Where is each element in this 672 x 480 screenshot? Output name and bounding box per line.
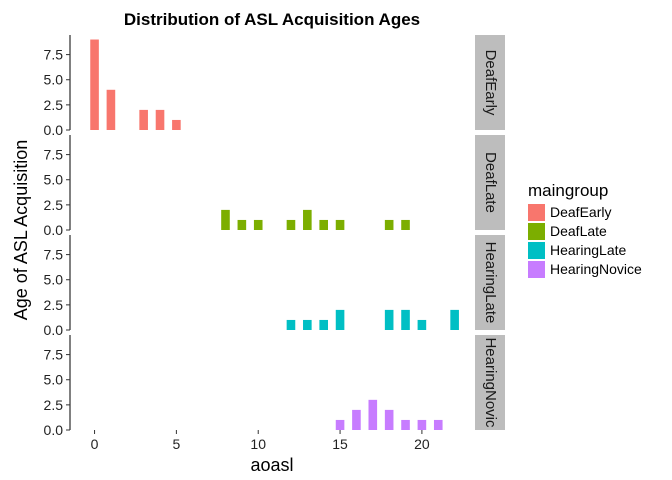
bar (335, 309, 345, 330)
facet-strip-label: DeafEarly (482, 50, 499, 116)
chart-title: Distribution of ASL Acquisition Ages (124, 10, 420, 29)
legend: maingroup DeafEarly DeafLate HearingLate He… (528, 181, 642, 278)
bar (303, 209, 312, 230)
y-tick-label: 7.5 (44, 47, 64, 63)
legend-swatch (528, 223, 545, 240)
bar (352, 409, 361, 430)
bar (155, 109, 165, 130)
bar (319, 319, 328, 330)
facet-strip-label: HearingNovic (482, 337, 499, 428)
y-tick-label: 7.5 (44, 147, 64, 163)
x-axis-title: aoasl (250, 455, 293, 475)
x-tick-label: 5 (172, 436, 180, 452)
legend-label: DeafEarly (550, 204, 611, 220)
bar (384, 409, 394, 430)
y-tick-label: 2.5 (44, 197, 64, 213)
y-tick-label: 2.5 (44, 297, 64, 313)
bar (417, 419, 427, 430)
facet-strip (475, 135, 505, 230)
y-tick-label: 2.5 (44, 97, 64, 113)
bar (384, 219, 394, 230)
y-tick-label: 2.5 (44, 397, 64, 413)
bar (172, 119, 181, 130)
bar (368, 399, 378, 430)
facet-strip (475, 35, 505, 130)
bar (106, 89, 116, 130)
y-tick-label: 0.0 (44, 322, 64, 338)
bar (253, 219, 263, 230)
facet-panels: 0.0 2.5 5.0 7.5 DeafEarly 0.0 2.5 5.0 7.5 DeafLat… (44, 35, 505, 438)
y-tick-label: 5.0 (44, 372, 64, 388)
x-tick-label: 15 (332, 436, 348, 452)
bar (139, 109, 148, 130)
bar (335, 219, 345, 230)
bar (221, 209, 230, 230)
legend-label: DeafLate (550, 223, 607, 239)
legend-swatch (528, 204, 545, 221)
bar (319, 219, 328, 230)
bar (433, 419, 443, 430)
facet-strip-label: HearingLate (482, 242, 499, 324)
y-tick-label: 7.5 (44, 247, 64, 263)
x-axis: 0 5 10 15 20 (91, 430, 430, 452)
legend-swatch (528, 261, 545, 278)
legend-swatch (528, 242, 545, 259)
y-tick-label: 5.0 (44, 172, 64, 188)
bar (450, 309, 459, 330)
bar (401, 309, 410, 330)
facet-panel-HearingLate: 0.0 2.5 5.0 7.5 HearingLate (44, 235, 505, 338)
facet-panel-DeafEarly: 0.0 2.5 5.0 7.5 DeafEarly (44, 35, 505, 138)
bar (90, 39, 99, 130)
bar (303, 319, 312, 330)
y-tick-label: 0.0 (44, 122, 64, 138)
bar (237, 219, 247, 230)
bar (335, 419, 345, 430)
bar (401, 419, 410, 430)
y-axis-title: Age of ASL Acquisition (11, 140, 31, 320)
x-tick-label: 10 (250, 436, 266, 452)
facet-panel-HearingNovice: 0.0 2.5 5.0 7.5 HearingNovic (44, 335, 505, 438)
bar (417, 319, 427, 330)
facet-strip (475, 335, 505, 430)
legend-label: HearingNovice (550, 261, 642, 277)
bar (384, 309, 394, 330)
legend-title: maingroup (528, 181, 608, 200)
facet-panel-DeafLate: 0.0 2.5 5.0 7.5 DeafLate (44, 135, 505, 238)
y-tick-label: 0.0 (44, 422, 64, 438)
y-tick-label: 0.0 (44, 222, 64, 238)
bar (286, 219, 296, 230)
y-tick-label: 7.5 (44, 347, 64, 363)
y-tick-label: 5.0 (44, 272, 64, 288)
facet-strip (475, 235, 505, 330)
facet-strip-label: DeafLate (482, 152, 499, 213)
legend-label: HearingLate (550, 242, 626, 258)
bar (286, 319, 296, 330)
x-tick-label: 20 (414, 436, 430, 452)
bar (401, 219, 410, 230)
x-tick-label: 0 (91, 436, 99, 452)
y-tick-label: 5.0 (44, 72, 64, 88)
